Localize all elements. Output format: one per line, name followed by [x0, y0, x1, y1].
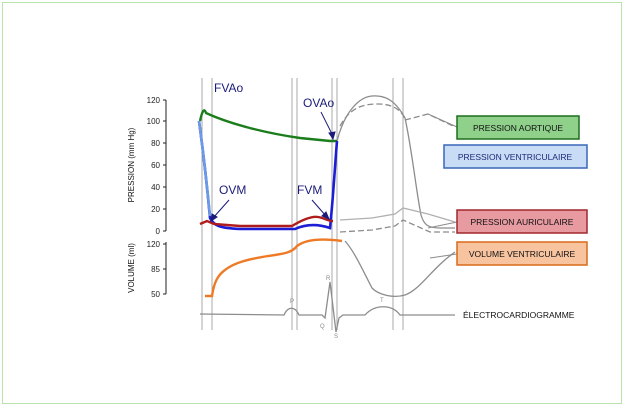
- annotation-arrows: [210, 111, 336, 223]
- volume-axis: 120 85 50 VOLUME (ml): [127, 240, 167, 299]
- pressure-tick: 120: [147, 96, 161, 105]
- legend-label-aortic: PRESSION AORTIQUE: [473, 123, 563, 133]
- arrow-ovao: [320, 111, 334, 137]
- arrow-fvm-head: [321, 211, 330, 220]
- aortic-pressure-gray-curve: [339, 103, 406, 127]
- legend-box-aortic: [456, 115, 580, 140]
- atrial-pressure-gray-curve: [339, 219, 455, 233]
- legend-box-volume: [456, 241, 588, 266]
- ventricular-pressure-gray-curve: [404, 117, 455, 229]
- volume-gray-curve: [344, 240, 456, 297]
- ventricular-pressure-gray-curve: [336, 95, 406, 142]
- annotation-ovao: OVAo: [303, 96, 334, 110]
- ecg-label-t: T: [380, 298, 384, 304]
- volume-tick: 50: [151, 290, 160, 299]
- legend-connectors: [427, 113, 458, 259]
- ventricular-pressure-rapid-drop: [197, 120, 212, 217]
- atrial-pressure-gray-curve: [339, 207, 456, 223]
- volume-tick: 120: [147, 240, 161, 249]
- pressure-tick: 60: [151, 161, 160, 170]
- atrial-pressure-curve: [199, 215, 334, 228]
- pressure-tick: 20: [151, 205, 160, 214]
- diagram-frame: [2, 2, 622, 404]
- legend-label-ventricular: PRESSION VENTRICULAIRE: [458, 152, 573, 162]
- annotation-fvao: FVAo: [214, 81, 243, 95]
- volume-tick: 85: [151, 265, 160, 274]
- pressure-tick: 40: [151, 183, 160, 192]
- annotation-fvm: FVM: [297, 183, 322, 197]
- connector-atrial: [427, 221, 458, 229]
- connector-volume: [429, 253, 458, 259]
- ecg-trace: [199, 281, 455, 333]
- pressure-tick: 80: [151, 139, 160, 148]
- legend: PRESSION AORTIQUE PRESSION VENTRICULAIRE…: [443, 115, 588, 320]
- ventricular-pressure-curve: [197, 120, 339, 231]
- aortic-pressure-curve: [198, 109, 337, 143]
- legend-box-atrial: [456, 209, 588, 234]
- ecg-label-q: Q: [320, 324, 325, 330]
- legend-label-ecg: ÉLECTROCARDIOGRAMME: [463, 310, 575, 320]
- pressure-tick: 0: [156, 227, 161, 236]
- pressure-tick: 100: [147, 117, 161, 126]
- pressure-axis-title: PRESSION (mm Hg): [127, 127, 136, 202]
- arrow-fvm: [311, 199, 327, 217]
- pressure-axis: 120 100 80 60 40 20 0 PRESSION (mm Hg): [127, 96, 167, 236]
- ecg-label-p: P: [290, 299, 294, 305]
- legend-box-ventricular: [443, 144, 588, 169]
- ecg-label-s: S: [334, 334, 338, 340]
- arrow-ovm-head: [210, 213, 218, 223]
- legend-label-volume: VOLUME VENTRICULAIRE: [469, 249, 576, 259]
- volume-axis-title: VOLUME (ml): [127, 243, 136, 293]
- arrow-ovm: [212, 199, 230, 219]
- arrow-ovao-head: [328, 131, 336, 141]
- phase-lines: [201, 78, 404, 330]
- ventricular-volume-curve: [205, 238, 343, 298]
- connector-aortic: [427, 113, 458, 128]
- gray-curves: [336, 95, 456, 297]
- annotation-ovm: OVM: [219, 183, 246, 197]
- aortic-pressure-gray-curve: [404, 113, 456, 128]
- legend-label-atrial: PRESSION AURICULAIRE: [471, 217, 574, 227]
- ecg-label-r: R: [326, 276, 331, 282]
